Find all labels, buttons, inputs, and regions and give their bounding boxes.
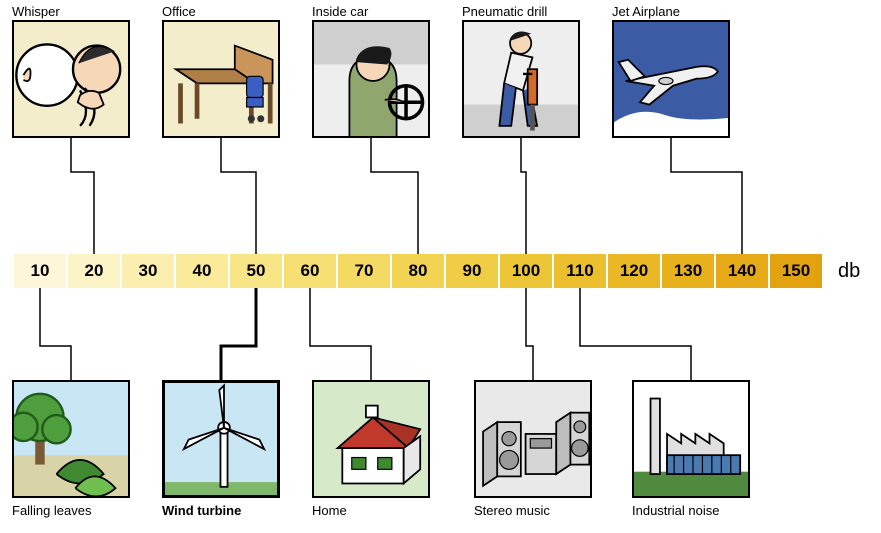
- leaves-label: Falling leaves: [12, 503, 92, 518]
- drill-label: Pneumatic drill: [462, 4, 547, 19]
- office-label: Office: [162, 4, 196, 19]
- drill-tile: [462, 20, 580, 138]
- scale-cell-30: 30: [122, 254, 174, 288]
- whisper-label: Whisper: [12, 4, 60, 19]
- scale-cell-130: 130: [662, 254, 714, 288]
- decibel-scale: 102030405060708090100110120130140150 db: [14, 254, 860, 288]
- scale-cell-150: 150: [770, 254, 822, 288]
- whisper-tile: [12, 20, 130, 138]
- home-label: Home: [312, 503, 347, 518]
- scale-cell-40: 40: [176, 254, 228, 288]
- scale-cell-110: 110: [554, 254, 606, 288]
- scale-cell-20: 20: [68, 254, 120, 288]
- home-tile: [312, 380, 430, 498]
- scale-cell-100: 100: [500, 254, 552, 288]
- turbine-tile: [162, 380, 280, 498]
- jet-label: Jet Airplane: [612, 4, 680, 19]
- scale-cell-60: 60: [284, 254, 336, 288]
- unit-label: db: [838, 260, 860, 283]
- leaves-tile: [12, 380, 130, 498]
- scale-cell-90: 90: [446, 254, 498, 288]
- scale-cell-120: 120: [608, 254, 660, 288]
- scale-cell-140: 140: [716, 254, 768, 288]
- stereo-tile: [474, 380, 592, 498]
- jet-tile: [612, 20, 730, 138]
- office-tile: [162, 20, 280, 138]
- scale-cell-10: 10: [14, 254, 66, 288]
- industrial-label: Industrial noise: [632, 503, 719, 518]
- car-label: Inside car: [312, 4, 368, 19]
- turbine-label: Wind turbine: [162, 503, 241, 518]
- scale-cell-80: 80: [392, 254, 444, 288]
- car-tile: [312, 20, 430, 138]
- stereo-label: Stereo music: [474, 503, 550, 518]
- scale-cell-70: 70: [338, 254, 390, 288]
- industrial-tile: [632, 380, 750, 498]
- scale-cell-50: 50: [230, 254, 282, 288]
